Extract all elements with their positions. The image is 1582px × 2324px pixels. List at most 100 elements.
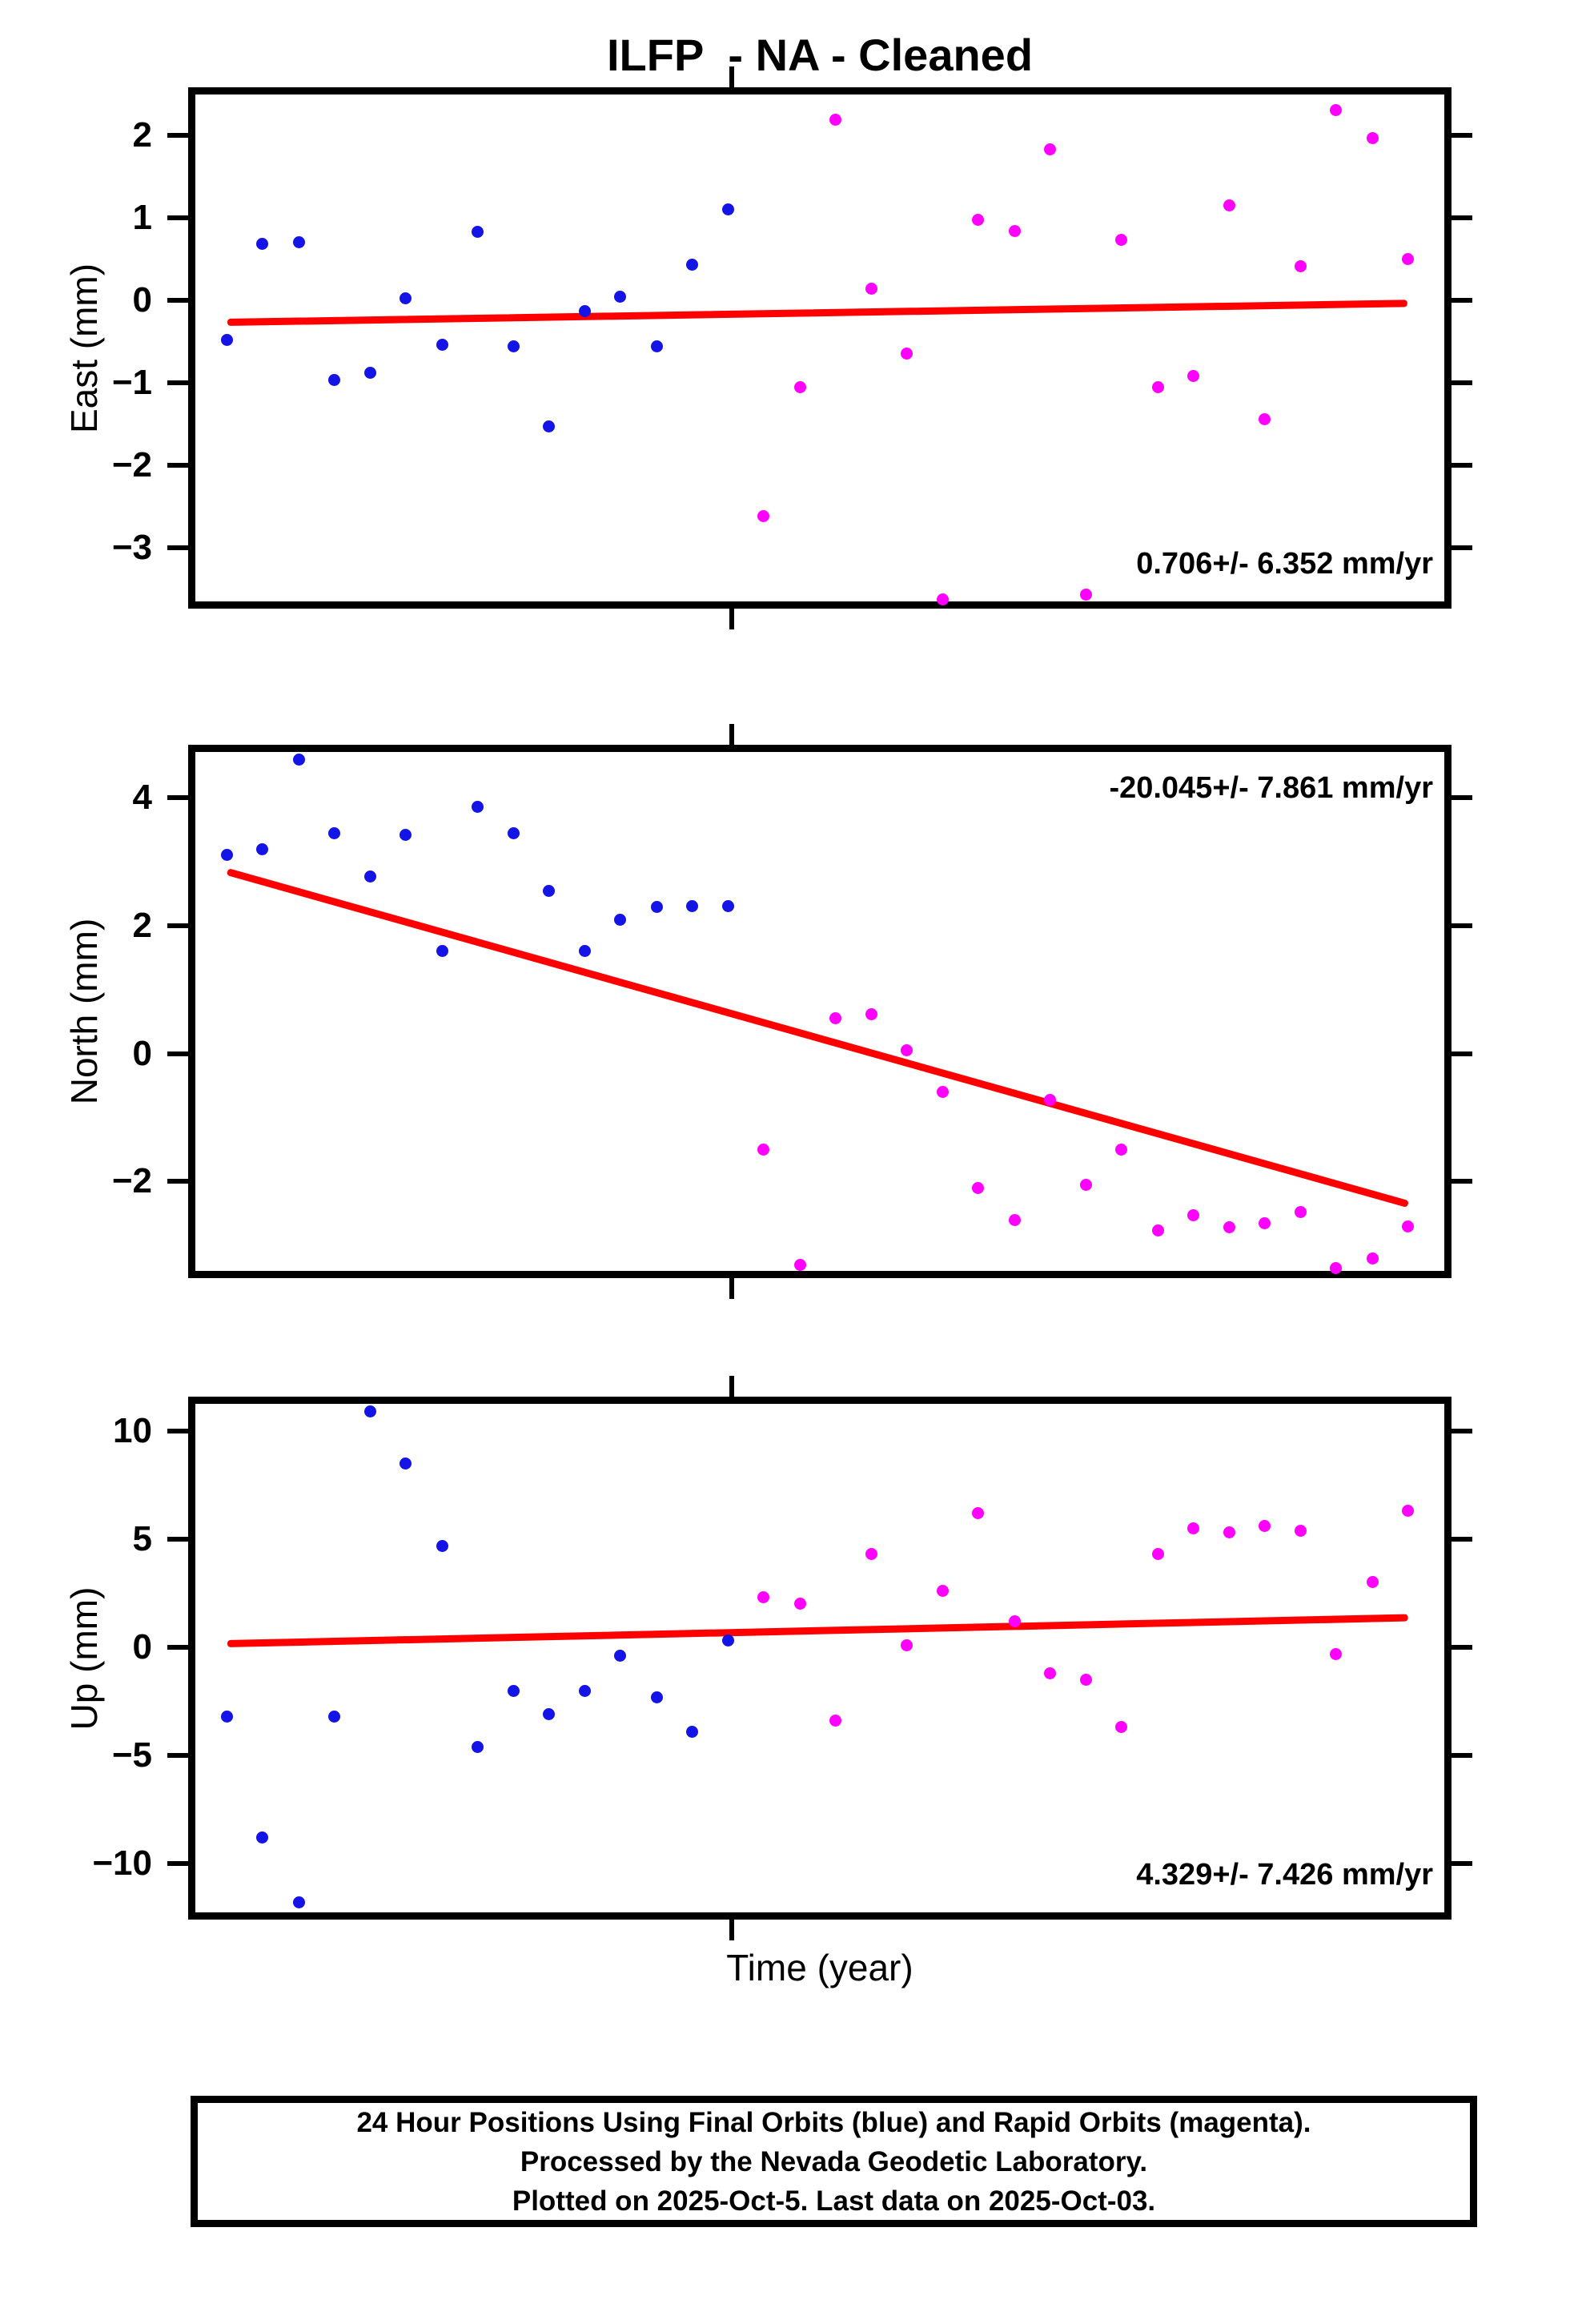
data-point-east-rapid_orbits [1008, 224, 1021, 237]
data-point-east-rapid_orbits [1043, 143, 1056, 155]
caption-line-3: Plotted on 2025-Oct-5. Last data on 2025… [512, 2185, 1156, 2217]
y-tick-right-north [1452, 795, 1472, 801]
y-tick-right-east [1452, 297, 1472, 303]
data-point-north-final_orbits [508, 826, 520, 839]
y-tick-left-up [167, 1644, 188, 1650]
data-point-north-rapid_orbits [972, 1181, 985, 1194]
x-tick-top-north [729, 724, 735, 745]
x-axis-title: Time (year) [726, 1947, 913, 1988]
data-point-east-rapid_orbits [829, 113, 841, 126]
data-point-north-final_orbits [722, 899, 735, 912]
data-point-east-rapid_orbits [1115, 233, 1128, 246]
data-point-up-rapid_orbits [793, 1598, 806, 1610]
y-tick-right-east [1452, 380, 1472, 385]
data-point-north-final_orbits [685, 899, 698, 912]
data-point-north-final_orbits [364, 870, 377, 883]
y-tick-right-north [1452, 1179, 1472, 1184]
data-point-east-final_orbits [256, 238, 269, 251]
data-point-east-rapid_orbits [793, 381, 806, 394]
y-tick-label-north: −2 [111, 1161, 152, 1201]
data-point-up-rapid_orbits [900, 1638, 913, 1651]
y-tick-label-up: 10 [113, 1410, 152, 1450]
data-point-north-final_orbits [400, 829, 412, 842]
panel-frame-east [188, 87, 1452, 609]
data-point-east-final_orbits [471, 225, 484, 238]
y-axis-title-up: Up (mm) [63, 1586, 105, 1730]
y-tick-left-east [167, 215, 188, 220]
x-tick-top-east [729, 66, 735, 87]
data-point-up-rapid_orbits [972, 1506, 985, 1519]
y-tick-label-north: 4 [132, 778, 152, 818]
data-point-north-rapid_orbits [1115, 1143, 1128, 1156]
data-point-east-rapid_orbits [1401, 252, 1414, 265]
data-point-east-final_orbits [436, 338, 448, 351]
data-point-up-rapid_orbits [1151, 1548, 1164, 1561]
data-point-east-rapid_orbits [900, 348, 913, 360]
data-point-north-rapid_orbits [1186, 1209, 1199, 1222]
y-tick-left-up [167, 1753, 188, 1759]
data-point-north-rapid_orbits [1258, 1216, 1271, 1229]
data-point-east-rapid_orbits [972, 214, 985, 227]
y-tick-right-east [1452, 462, 1472, 468]
rate-label-up: 4.329+/- 7.426 mm/yr [1136, 1858, 1433, 1892]
data-point-up-rapid_orbits [937, 1585, 950, 1598]
data-point-north-final_orbits [614, 913, 627, 926]
data-point-east-final_orbits [650, 340, 663, 352]
y-tick-right-up [1452, 1861, 1472, 1867]
data-point-up-final_orbits [722, 1634, 735, 1647]
y-tick-label-up: −10 [92, 1844, 152, 1884]
data-point-up-rapid_orbits [1330, 1647, 1343, 1660]
data-point-up-rapid_orbits [1295, 1524, 1307, 1537]
data-point-east-final_orbits [364, 366, 377, 379]
data-point-up-rapid_orbits [1115, 1721, 1128, 1734]
data-point-east-final_orbits [722, 203, 735, 215]
data-point-east-rapid_orbits [1151, 381, 1164, 394]
data-point-up-final_orbits [685, 1725, 698, 1738]
data-point-up-rapid_orbits [865, 1548, 877, 1561]
data-point-up-final_orbits [542, 1708, 555, 1721]
y-tick-left-up [167, 1428, 188, 1433]
data-point-north-final_orbits [292, 754, 305, 766]
y-tick-right-north [1452, 923, 1472, 929]
y-tick-label-up: −5 [111, 1735, 152, 1775]
y-tick-right-up [1452, 1428, 1472, 1433]
y-tick-label-east: −2 [111, 444, 152, 485]
x-tick-bottom-north [729, 1278, 735, 1299]
data-point-east-final_orbits [327, 374, 340, 387]
data-point-up-rapid_orbits [1008, 1615, 1021, 1628]
data-point-north-rapid_orbits [900, 1044, 913, 1057]
y-tick-label-north: 0 [132, 1033, 152, 1073]
data-point-up-rapid_orbits [1043, 1667, 1056, 1679]
data-point-up-final_orbits [650, 1691, 663, 1703]
data-point-up-final_orbits [579, 1684, 592, 1697]
data-point-east-final_orbits [685, 258, 698, 271]
y-tick-label-north: 2 [132, 906, 152, 946]
data-point-north-rapid_orbits [865, 1007, 877, 1020]
y-tick-left-east [167, 462, 188, 468]
y-tick-left-east [167, 380, 188, 385]
rate-label-north: -20.045+/- 7.861 mm/yr [1109, 771, 1433, 805]
y-tick-label-east: −1 [111, 362, 152, 402]
rate-label-east: 0.706+/- 6.352 mm/yr [1136, 547, 1433, 581]
data-point-east-rapid_orbits [1080, 589, 1093, 601]
y-tick-left-north [167, 1051, 188, 1056]
panel-frame-north [188, 745, 1452, 1278]
data-point-north-rapid_orbits [793, 1258, 806, 1271]
data-point-up-final_orbits [364, 1405, 377, 1417]
data-point-north-rapid_orbits [1043, 1093, 1056, 1106]
data-point-east-rapid_orbits [937, 593, 950, 606]
data-point-east-rapid_orbits [865, 282, 877, 295]
y-tick-right-up [1452, 1536, 1472, 1542]
data-point-north-rapid_orbits [1080, 1178, 1093, 1191]
data-point-up-final_orbits [327, 1710, 340, 1723]
data-point-east-rapid_orbits [1330, 104, 1343, 117]
data-point-north-final_orbits [327, 826, 340, 839]
data-point-north-rapid_orbits [1151, 1224, 1164, 1237]
data-point-up-rapid_orbits [1080, 1674, 1093, 1687]
figure-title: ILFP - NA - Cleaned [606, 30, 1034, 80]
y-tick-left-north [167, 1179, 188, 1184]
data-point-north-rapid_orbits [1401, 1220, 1414, 1232]
data-point-north-rapid_orbits [937, 1086, 950, 1099]
y-axis-title-east: East (mm) [63, 263, 105, 433]
caption-line-1: 24 Hour Positions Using Final Orbits (bl… [356, 2106, 1311, 2138]
